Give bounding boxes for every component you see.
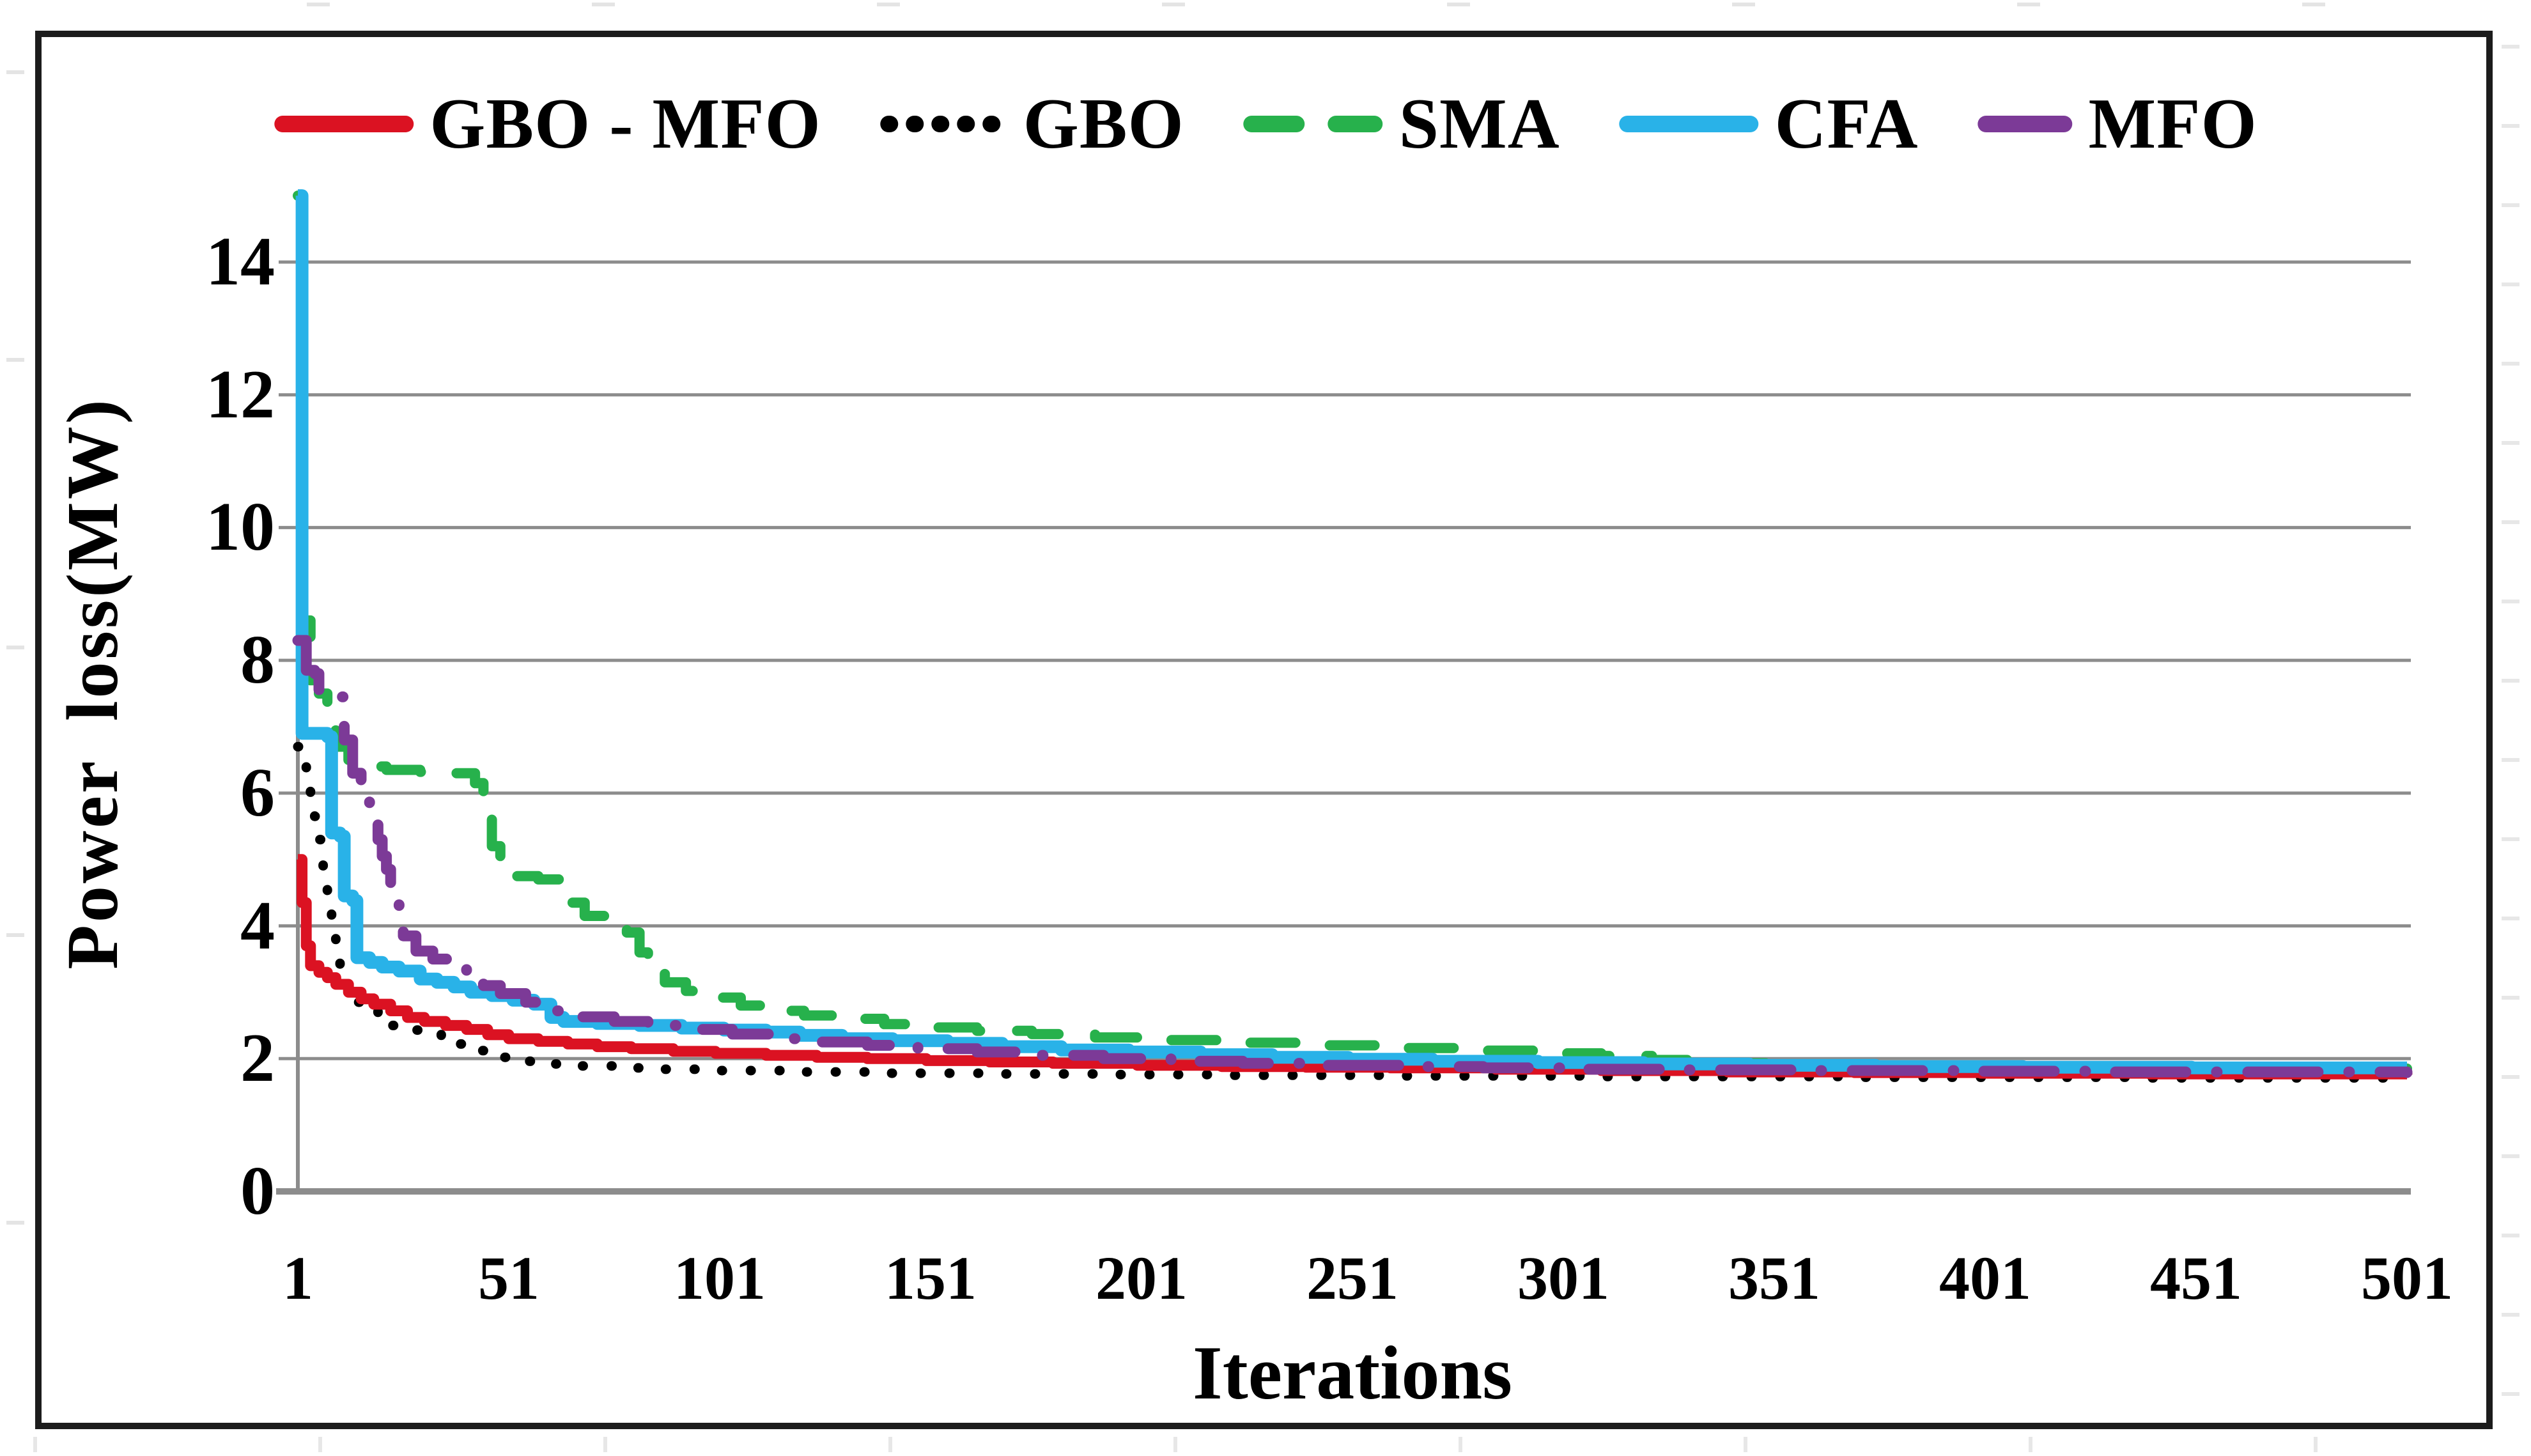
- x-tick-label-201: 201: [1095, 1244, 1188, 1312]
- x-tick-label-151: 151: [885, 1244, 977, 1312]
- legend-label: MFO: [2088, 84, 2257, 164]
- legend-item-sma: SMA: [1243, 88, 1560, 160]
- series-line-mfo: [292, 635, 2413, 1078]
- legend-line-sample-gbo-mfo: [274, 116, 414, 132]
- series-line-cfa: [295, 189, 2407, 1074]
- legend-label: CFA: [1774, 84, 1919, 164]
- y-tick-label-8: 8: [240, 622, 275, 699]
- y-tick-label-2: 2: [240, 1020, 275, 1097]
- legend-label: SMA: [1398, 84, 1560, 164]
- x-tick-label-51: 51: [478, 1244, 539, 1312]
- x-tick-label-301: 301: [1517, 1244, 1609, 1312]
- legend-label: GBO: [1023, 84, 1184, 164]
- chart-legend: GBO - MFO GBO SMA CFA MFO: [274, 88, 2257, 160]
- series-line-sma: [293, 190, 2412, 1074]
- legend-item-cfa: CFA: [1619, 88, 1919, 160]
- y-tick-label-4: 4: [240, 887, 275, 964]
- y-tick-label-14: 14: [206, 224, 275, 300]
- legend-line-sample-gbo: [880, 116, 1007, 132]
- x-tick-label-251: 251: [1306, 1244, 1398, 1312]
- y-tick-label-6: 6: [240, 754, 275, 831]
- y-axis-title: Power loss(MW): [52, 397, 133, 970]
- legend-item-mfo: MFO: [1977, 88, 2257, 160]
- x-tick-label-451: 451: [2150, 1244, 2242, 1312]
- legend-item-gbo: GBO: [880, 88, 1184, 160]
- legend-line-sample-mfo: [1978, 116, 2073, 132]
- x-tick-label-401: 401: [1939, 1244, 2031, 1312]
- x-axis-title: Iterations: [1193, 1330, 1512, 1415]
- x-tick-label-501: 501: [2361, 1244, 2453, 1312]
- chart-figure-frame: [35, 31, 2493, 1429]
- y-tick-label-12: 12: [206, 356, 275, 433]
- x-tick-label-101: 101: [674, 1244, 766, 1312]
- legend-line-sample-cfa: [1619, 116, 1759, 132]
- legend-item-gbo-mfo: GBO - MFO: [274, 88, 821, 160]
- x-tick-label-351: 351: [1728, 1244, 1820, 1312]
- x-tick-label-1: 1: [283, 1244, 313, 1312]
- legend-label: GBO - MFO: [430, 84, 821, 164]
- legend-line-sample-sma: [1243, 116, 1383, 132]
- series-line-gbo: [293, 741, 2412, 1083]
- y-tick-label-0: 0: [240, 1153, 275, 1229]
- y-tick-label-10: 10: [206, 489, 275, 566]
